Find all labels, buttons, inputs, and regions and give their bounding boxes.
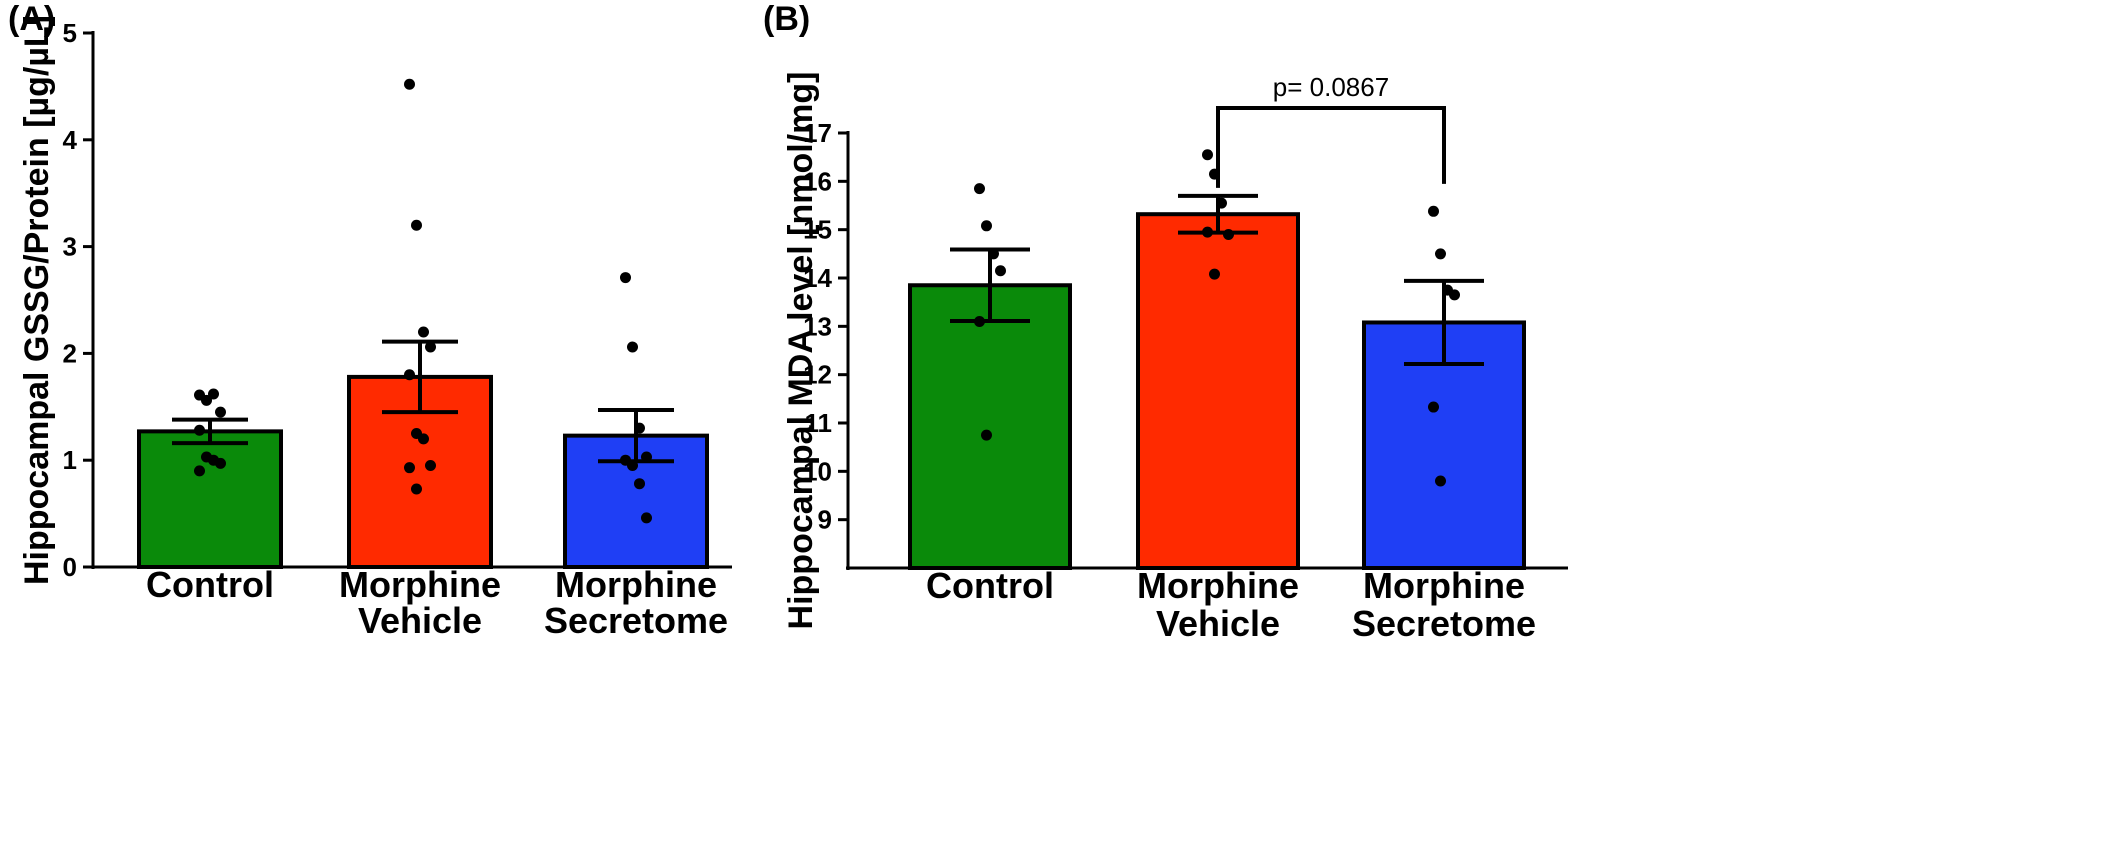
y-tick-label: 3 xyxy=(63,232,77,262)
category-label: Morphine Secretome xyxy=(544,564,728,641)
data-point xyxy=(404,78,415,90)
data-point xyxy=(1209,268,1220,280)
y-tick-label: 13 xyxy=(803,311,832,341)
data-point xyxy=(981,220,992,232)
data-point xyxy=(974,316,985,327)
category-label-line: Secretome xyxy=(544,600,728,641)
category-label-line: Control xyxy=(146,564,274,605)
y-tick-label: 16 xyxy=(803,166,832,196)
bar xyxy=(137,429,283,570)
data-point xyxy=(425,460,436,472)
bar xyxy=(1136,212,1300,570)
category-label: Morphine Vehicle xyxy=(1137,565,1299,644)
data-point xyxy=(194,424,205,436)
data-point xyxy=(1428,205,1439,217)
category-label: Control xyxy=(146,564,274,605)
y-tick-label: 15 xyxy=(803,215,832,245)
data-point xyxy=(208,388,219,400)
panel-b: (B) Hippocampal MDA level [nmol/mg]9 10 11 1… xyxy=(763,0,1568,644)
data-point xyxy=(411,219,422,231)
data-point xyxy=(627,341,638,353)
data-point xyxy=(981,429,992,441)
y-axis-label: Hippocampal GSSG/Protein [µg/µL] xyxy=(18,15,56,585)
y-tick-label: 0 xyxy=(63,552,77,582)
category-label-line: Control xyxy=(926,565,1054,606)
significance-bracket xyxy=(1216,106,1446,188)
category-label: Morphine Secretome xyxy=(1352,565,1536,644)
data-point xyxy=(1428,401,1439,413)
data-point xyxy=(411,483,422,495)
category-label-line: Morphine xyxy=(555,564,717,605)
data-point xyxy=(425,341,436,353)
data-point xyxy=(641,512,652,524)
y-tick-label: 12 xyxy=(803,360,832,390)
category-label-line: Morphine xyxy=(339,564,501,605)
panel-label: (A) xyxy=(8,0,55,38)
y-tick-label: 1 xyxy=(63,445,77,475)
category-label-line: Vehicle xyxy=(1156,603,1280,644)
data-point xyxy=(215,457,226,469)
y-tick-label: 4 xyxy=(63,125,78,155)
category-label-line: Morphine xyxy=(1363,565,1525,606)
p-value-annotation: p= 0.0867 xyxy=(1273,72,1389,102)
data-point xyxy=(1435,248,1446,260)
y-tick-label: 2 xyxy=(63,338,77,368)
data-point xyxy=(634,422,645,434)
data-point xyxy=(201,394,212,406)
data-point xyxy=(634,478,645,490)
category-label-line: Vehicle xyxy=(358,600,482,641)
y-tick-label: 10 xyxy=(803,456,832,486)
data-point xyxy=(995,265,1006,277)
y-tick-label: 14 xyxy=(803,263,832,293)
data-point xyxy=(194,465,205,477)
data-point xyxy=(1435,475,1446,487)
data-point xyxy=(627,460,638,472)
data-point xyxy=(988,248,999,260)
panel-a: (A)Hippocampal GSSG/Protein [µg/µL] 0 1 2 3 4… xyxy=(8,0,732,641)
category-label: Control xyxy=(926,565,1054,606)
data-point xyxy=(215,406,226,418)
y-tick-label: 17 xyxy=(803,118,832,148)
data-point xyxy=(974,183,985,195)
data-point xyxy=(1202,149,1213,161)
data-point xyxy=(418,326,429,338)
data-point xyxy=(418,433,429,445)
bar xyxy=(908,283,1072,570)
data-point xyxy=(1449,289,1460,301)
y-tick-label: 9 xyxy=(818,505,832,535)
category-label: Morphine Vehicle xyxy=(339,564,501,641)
panel-label: (B) xyxy=(763,0,810,38)
data-point xyxy=(1216,197,1227,209)
data-point xyxy=(404,369,415,381)
y-tick-label: 11 xyxy=(805,408,833,438)
data-point xyxy=(641,451,652,463)
category-label-line: Secretome xyxy=(1352,603,1536,644)
data-point xyxy=(1223,229,1234,240)
y-tick-label: 5 xyxy=(63,18,77,48)
data-point xyxy=(620,272,631,284)
y-axis-label: Hippocampal MDA level [nmol/mg] xyxy=(782,72,820,630)
data-point xyxy=(404,462,415,474)
data-point xyxy=(1202,226,1213,238)
category-label-line: Morphine xyxy=(1137,565,1299,606)
